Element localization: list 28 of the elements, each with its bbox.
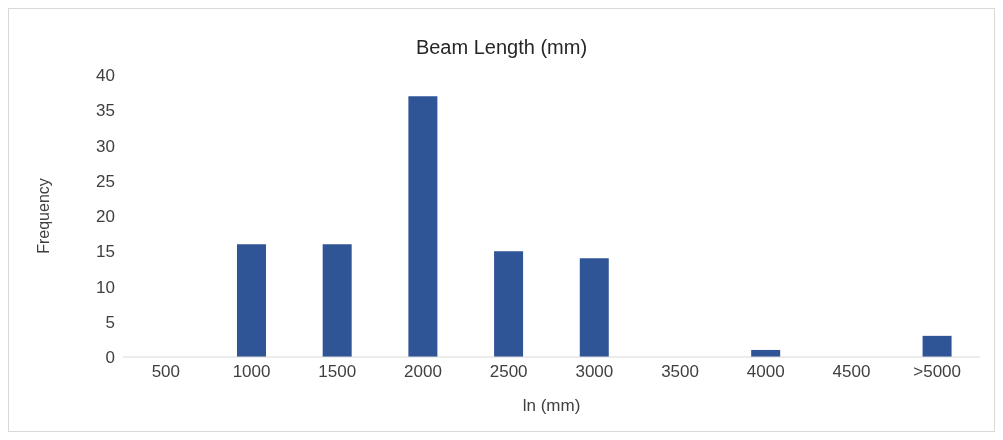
bar <box>236 244 266 357</box>
x-tick-label: >5000 <box>913 362 962 382</box>
y-tick-label: 25 <box>96 171 115 191</box>
x-tick-label: 3000 <box>575 362 614 382</box>
y-tick-label: 0 <box>105 348 115 368</box>
bar <box>494 251 524 357</box>
x-tick-label: 1000 <box>232 362 271 382</box>
bar <box>922 335 952 357</box>
x-tick-label: 1500 <box>318 362 357 382</box>
y-tick-label: 10 <box>96 277 115 297</box>
y-tick-label: 15 <box>96 242 115 262</box>
bar <box>408 96 438 357</box>
y-tick-label: 40 <box>96 66 115 86</box>
x-tick-label: 3500 <box>661 362 699 382</box>
y-tick-label: 35 <box>96 101 115 121</box>
bar <box>579 258 609 357</box>
x-tick-label: 4000 <box>746 362 785 382</box>
x-tick-label: 500 <box>151 362 181 382</box>
x-tick-label: 4500 <box>832 362 871 382</box>
y-axis-title: Frequency <box>34 178 52 254</box>
x-tick-label: 2000 <box>404 362 442 382</box>
x-tick-label: 2500 <box>489 362 528 382</box>
x-axis-title: ln (mm) <box>522 396 581 415</box>
y-tick-label: 5 <box>105 312 115 332</box>
y-tick-label: 20 <box>96 207 115 227</box>
chart-title: Beam Length (mm) <box>414 35 589 59</box>
bar <box>322 244 352 357</box>
y-tick-label: 30 <box>96 136 115 156</box>
